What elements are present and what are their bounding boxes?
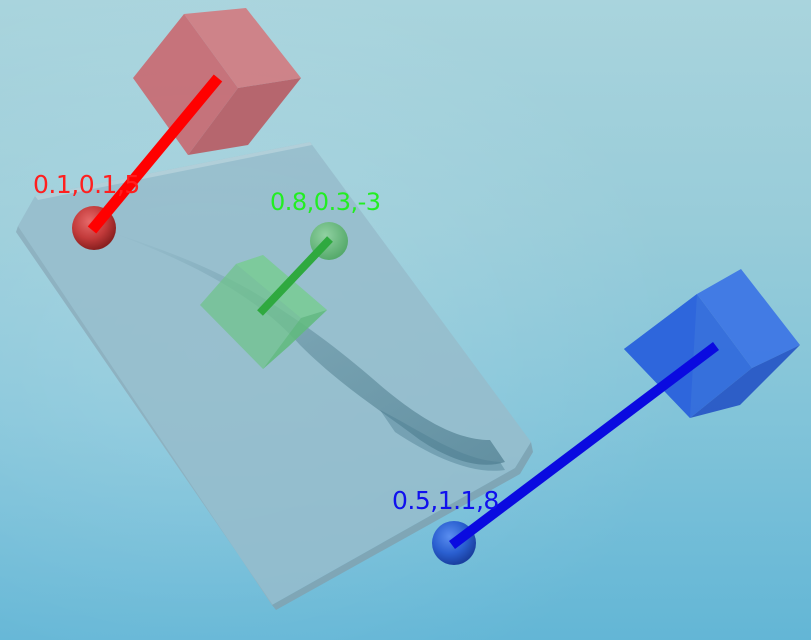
green-coordinate-label: 0.8,0.3,-3: [270, 188, 381, 216]
red-cube-top: [184, 8, 301, 88]
green-rod: [257, 236, 333, 316]
slab-left-edge: [16, 226, 275, 608]
red-cube[interactable]: [133, 8, 301, 155]
slab-shadow: [110, 232, 505, 465]
blue-cube-front: [624, 294, 752, 418]
red-coordinate-label: 0.1,0.1,5: [33, 170, 140, 199]
blue-cube[interactable]: [624, 269, 800, 418]
blue-cube-right: [690, 345, 800, 418]
slab-top-edge: [35, 142, 312, 200]
slab-bottom-edge: [272, 442, 533, 610]
slab-shadow-dark: [380, 410, 505, 471]
red-cube-right: [188, 78, 301, 155]
green-handle[interactable]: [257, 222, 348, 316]
blue-handle[interactable]: [432, 342, 720, 565]
translucent-slab[interactable]: [16, 142, 533, 610]
red-handle[interactable]: [72, 74, 223, 250]
blue-coordinate-label: 0.5,1.1,8: [392, 486, 499, 515]
slab-top-face: [18, 142, 531, 605]
green-cube-right: [263, 310, 327, 369]
blue-rod: [448, 342, 720, 549]
red-cube-left: [133, 14, 238, 155]
blue-cube-top: [697, 269, 800, 368]
red-rod: [87, 74, 223, 234]
